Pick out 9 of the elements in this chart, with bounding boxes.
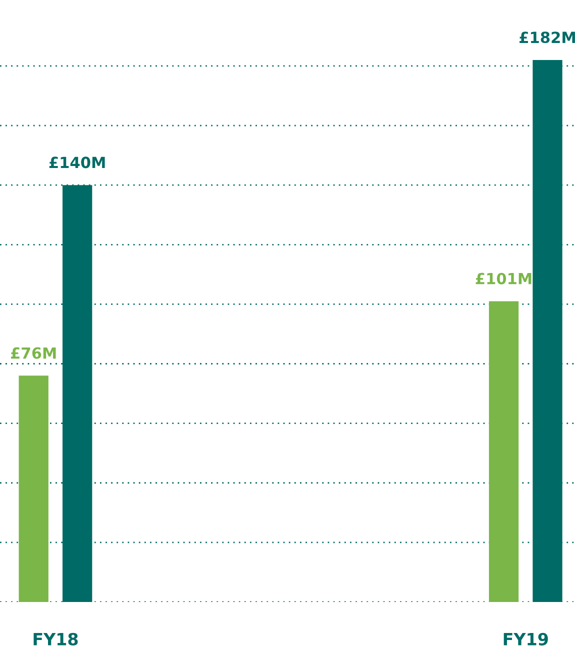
bar [488, 301, 519, 602]
x-tick-label: FY18 [34, 632, 78, 646]
data-label: £182M [520, 32, 575, 44]
bar [18, 376, 48, 602]
data-label: £76M [11, 347, 56, 359]
data-label: £101M [476, 272, 532, 284]
x-tick-label: FY19 [504, 632, 548, 646]
data-label: £140M [49, 156, 105, 168]
bar [532, 60, 562, 602]
